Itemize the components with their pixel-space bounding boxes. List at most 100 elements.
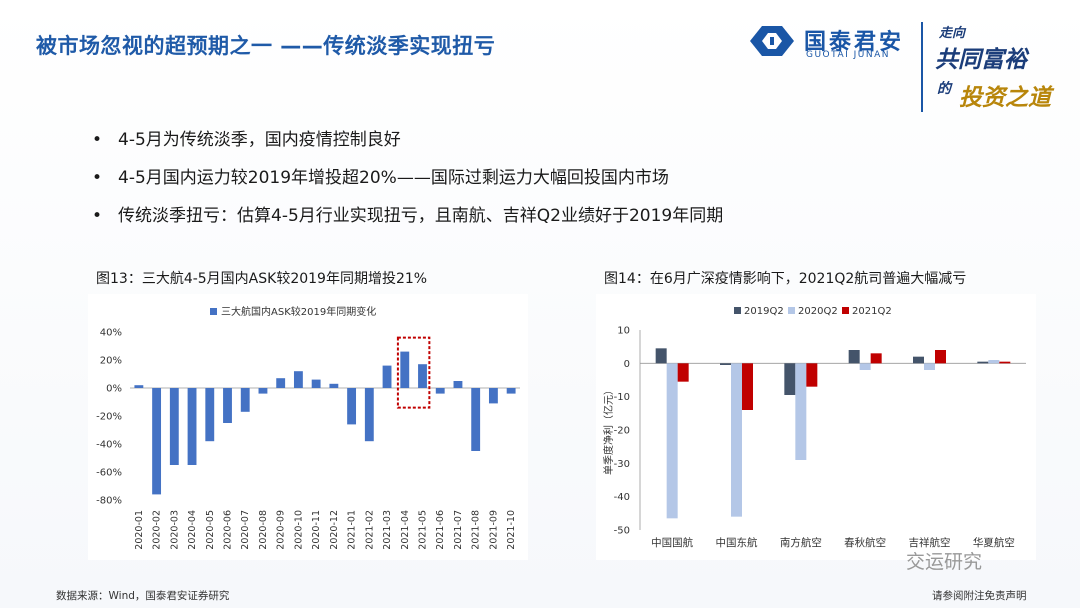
- x-tick-label: 2020-08: [258, 510, 269, 550]
- y-tick-label: -20: [614, 426, 630, 437]
- bar: [382, 365, 392, 388]
- logo-divider: [921, 22, 923, 112]
- bar: [977, 361, 989, 364]
- bar: [453, 381, 463, 388]
- watermark: 交运研究: [906, 551, 983, 573]
- bar: [471, 388, 481, 451]
- x-tick-label: 2021-07: [453, 510, 464, 550]
- bar: [187, 388, 197, 465]
- legend-label: 三大航国内ASK较2019年同期变化: [221, 305, 376, 318]
- company-logo: 国泰君安 GUOTAI JUNAN: [750, 24, 920, 60]
- bar: [293, 371, 303, 388]
- slogan-logo: 走向 共同富裕 的 投资之道: [935, 22, 1055, 117]
- logo-text-cn: 国泰君安: [804, 30, 905, 55]
- x-tick-label: 吉祥航空: [909, 536, 951, 549]
- highlight-box: [396, 336, 431, 409]
- bar: [169, 388, 179, 465]
- x-tick-label: 2020-04: [187, 510, 198, 550]
- x-tick-label: 中国东航: [716, 536, 758, 549]
- legend-swatch: [210, 308, 217, 315]
- x-tick-label: 2020-07: [240, 510, 251, 550]
- bar: [240, 388, 250, 412]
- legend-swatch: [734, 307, 741, 314]
- legend-swatch: [842, 307, 849, 314]
- bar: [435, 388, 445, 394]
- x-tick-label: 中国国航: [651, 536, 693, 549]
- bullet-item: 传统淡季扭亏：估算4-5月行业实现扭亏，且南航、吉祥Q2业绩好于2019年同期: [92, 204, 723, 242]
- x-tick-label: 2021-05: [418, 510, 429, 550]
- legend-label: 2019Q2: [744, 306, 784, 317]
- bullet-item: 4-5月国内运力较2019年增投超20%——国际过剩运力大幅回投国内市场: [92, 166, 723, 204]
- legend-label: 2021Q2: [852, 306, 892, 317]
- bar: [347, 388, 357, 425]
- slogan-part-4: 投资之道: [959, 84, 1051, 111]
- x-tick-label: 2021-02: [364, 510, 375, 550]
- bar: [806, 363, 818, 387]
- x-tick-label: 2021-08: [471, 510, 482, 550]
- bar: [784, 363, 796, 395]
- bullet-item: 4-5月为传统淡季，国内疫情控制良好: [92, 128, 723, 166]
- x-tick-label: 华夏航空: [973, 536, 1015, 549]
- bar: [311, 379, 321, 388]
- y-tick-label: -60%: [96, 468, 122, 479]
- bar: [223, 388, 232, 423]
- bar: [152, 388, 162, 495]
- y-tick-label: -50: [614, 526, 630, 537]
- x-tick-label: 2020-03: [169, 510, 180, 550]
- y-tick-label: 20%: [100, 356, 122, 367]
- bar: [134, 385, 144, 388]
- x-tick-label: 2021-09: [488, 510, 499, 550]
- logo-mark-icon: [750, 26, 794, 56]
- y-tick-label: 0: [624, 359, 630, 370]
- bar: [418, 364, 427, 388]
- y-axis-title: 单季度净利（亿元）: [602, 385, 615, 475]
- x-tick-label: 2020-05: [205, 510, 216, 550]
- x-tick-label: 2021-06: [435, 510, 446, 550]
- bar: [400, 351, 410, 388]
- chart1-svg: 三大航国内ASK较2019年同期变化 40% 20% 0% -20% -40% -60% -8…: [96, 305, 520, 550]
- bar: [859, 363, 871, 370]
- bar: [924, 363, 935, 370]
- bar: [329, 383, 339, 388]
- y-tick-label: -40%: [96, 440, 122, 451]
- x-tick-label: 2021-10: [506, 510, 517, 550]
- page-title: 被市场忽视的超预期之一 ——传统淡季实现扭亏: [36, 34, 496, 58]
- bullet-list: 4-5月为传统淡季，国内疫情控制良好 4-5月国内运力较2019年增投超20%—…: [92, 128, 723, 242]
- legend-swatch: [788, 307, 795, 314]
- chart2-svg: 2019Q2 2020Q2 2021Q2 10 0 -10 -20 -30 -40 -50 单季度净…: [602, 306, 1026, 549]
- slogan-part-3: 的: [937, 81, 951, 97]
- legend-label: 2020Q2: [798, 306, 838, 317]
- bar: [988, 360, 1000, 364]
- y-tick-label: -30: [614, 459, 630, 470]
- x-tick-label: 2020-02: [152, 510, 163, 550]
- logo-text-en: GUOTAI JUNAN: [806, 50, 890, 60]
- y-tick-label: 40%: [100, 328, 122, 339]
- chart1-caption: 图13：三大航4-5月国内ASK较2019年同期增投21%: [96, 271, 428, 287]
- x-tick-label: 2020-11: [311, 510, 322, 550]
- x-tick-label: 2021-04: [400, 510, 411, 550]
- y-tick-label: -80%: [96, 496, 122, 507]
- chart1-panel: 三大航国内ASK较2019年同期变化 40% 20% 0% -20% -40% -60% -8…: [88, 294, 528, 560]
- bar: [795, 363, 807, 460]
- bar: [506, 388, 516, 394]
- chart2-caption: 图14：在6月广深疫情影响下，2021Q2航司普遍大幅减亏: [604, 271, 967, 287]
- x-tick-label: 2020-12: [329, 510, 340, 550]
- bar: [742, 363, 753, 410]
- disclaimer: 请参阅附注免责声明: [932, 590, 1027, 602]
- bar: [677, 363, 689, 382]
- bar: [364, 388, 374, 442]
- bar: [276, 378, 286, 388]
- slogan-part-2: 共同富裕: [935, 46, 1027, 73]
- bar: [488, 388, 498, 404]
- bar: [720, 363, 731, 365]
- x-tick-label: 春秋航空: [844, 536, 886, 549]
- bar: [999, 361, 1011, 364]
- bar: [870, 353, 882, 364]
- x-tick-label: 2020-06: [223, 510, 234, 550]
- bar: [848, 350, 860, 364]
- bar: [935, 350, 946, 364]
- x-tick-label: 2020-09: [276, 510, 287, 550]
- x-tick-label: 2020-01: [134, 510, 145, 550]
- bar: [205, 388, 215, 442]
